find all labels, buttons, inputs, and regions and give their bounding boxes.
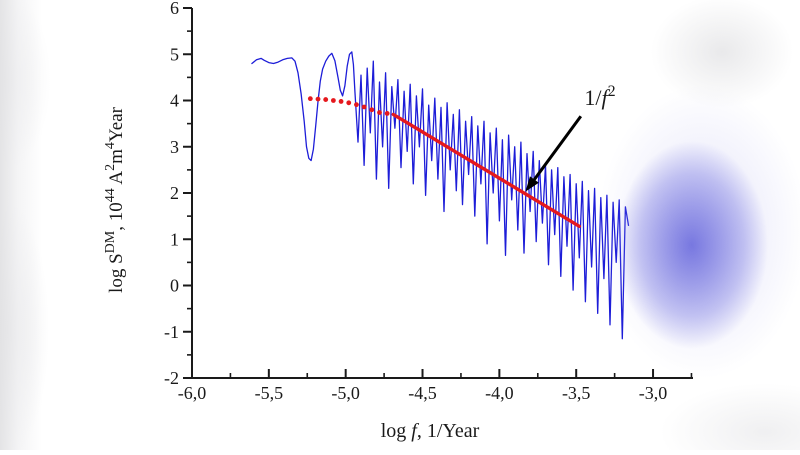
fit-extrapolation-dotted-dot	[354, 102, 359, 108]
y-tick-label: -2	[164, 368, 179, 388]
fit-extrapolation-dotted-dot	[315, 96, 321, 102]
fit-extrapolation-dotted-dot	[377, 110, 382, 115]
x-axis-title: log f, 1/Year	[381, 420, 480, 442]
fit-extrapolation-dotted-dot	[338, 99, 344, 104]
y-tick-label: 4	[170, 91, 179, 111]
y-axis-title: log SDM, 1044 A2m4Year	[103, 106, 127, 293]
x-tick-label: -3,0	[639, 383, 668, 403]
x-tick-label: -5,0	[331, 383, 360, 403]
fit-extrapolation-dotted-dot	[369, 107, 375, 113]
fit-extrapolation-dotted-dot	[384, 111, 390, 116]
fit-extrapolation-dotted-dot	[323, 97, 329, 102]
fit-extrapolation-dotted-dot	[361, 104, 367, 110]
fit-extrapolation-dotted-dot	[330, 98, 336, 103]
x-tick-label: -4,0	[485, 383, 514, 403]
y-tick-label: -1	[164, 322, 179, 342]
dm-power-spectrum	[251, 51, 630, 340]
x-tick-label: -6,0	[178, 383, 207, 403]
fit-extrapolation-dotted-dot	[307, 96, 313, 102]
y-tick-label: 0	[170, 276, 179, 296]
y-tick-label: 1	[170, 229, 179, 249]
x-tick-label: -4,5	[408, 383, 437, 403]
y-tick-label: 5	[170, 44, 179, 64]
x-tick-label: -5,5	[255, 383, 284, 403]
fit-extrapolation-dotted-dot	[346, 100, 352, 106]
y-tick-label: 3	[170, 137, 179, 157]
annotation-label: 1/f2	[584, 83, 615, 110]
y-tick-label: 2	[170, 183, 179, 203]
y-tick-label: 6	[170, 0, 179, 18]
x-tick-label: -3,5	[562, 383, 591, 403]
annotation-arrow-shaft	[531, 115, 583, 183]
